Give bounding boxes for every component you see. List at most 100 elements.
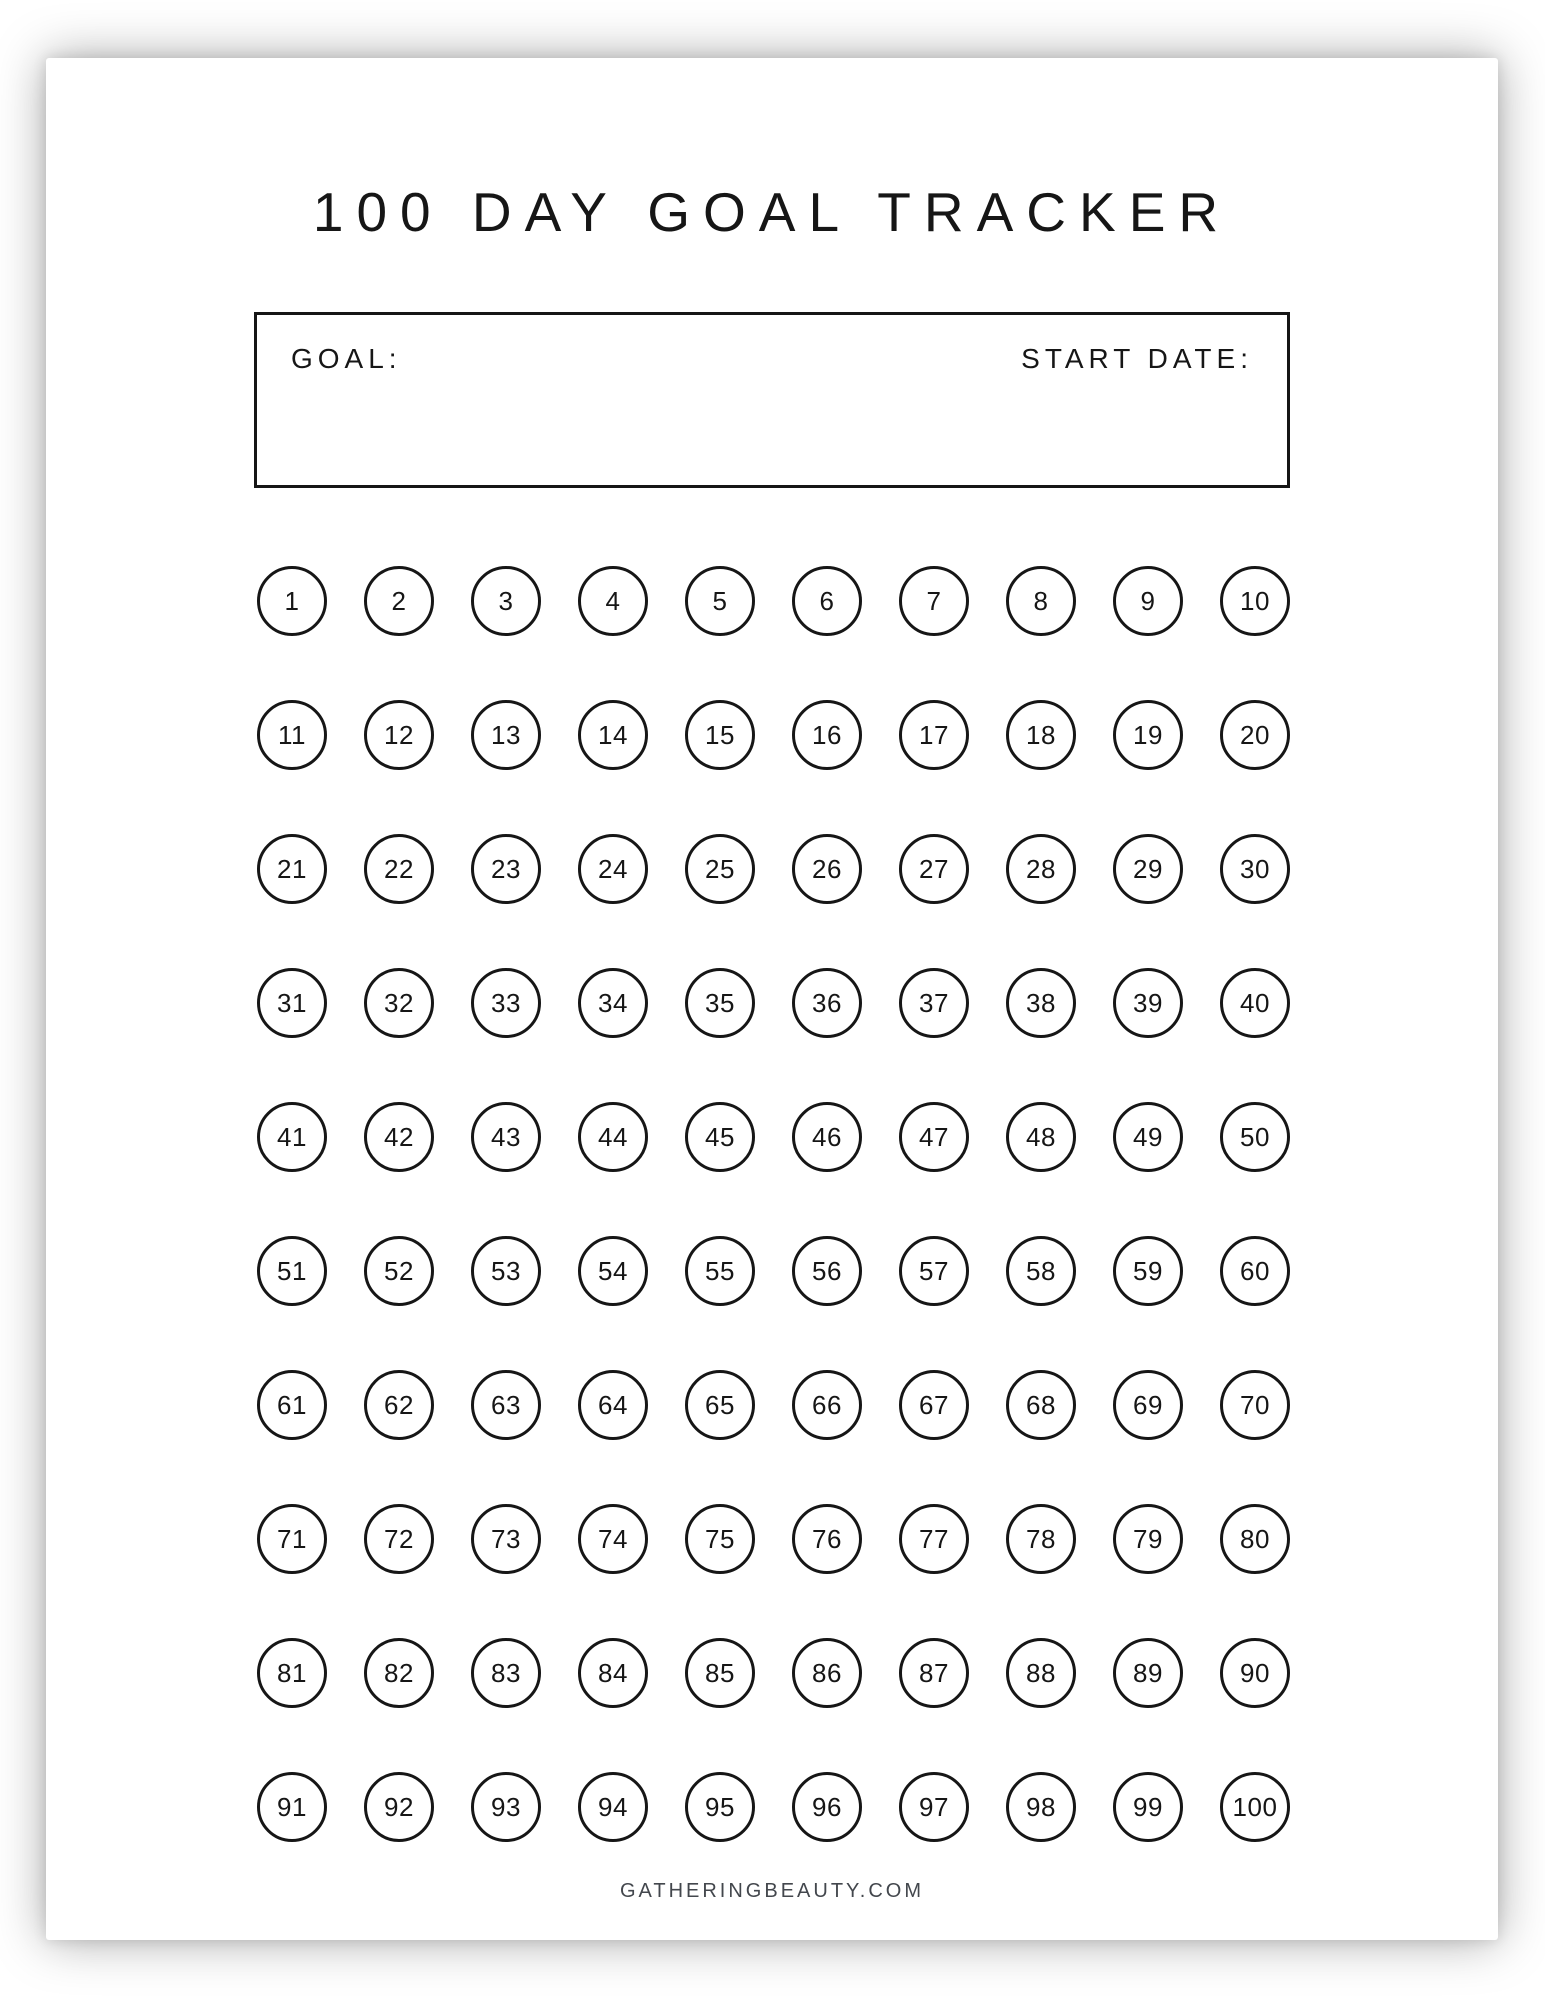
day-circle: 54 (578, 1236, 648, 1306)
day-number: 16 (812, 719, 842, 750)
day-number: 88 (1026, 1657, 1056, 1688)
day-circle: 18 (1006, 700, 1076, 770)
day-circle: 27 (899, 834, 969, 904)
day-circle: 33 (471, 968, 541, 1038)
day-number: 1 (284, 585, 300, 616)
day-circle: 45 (685, 1102, 755, 1172)
day-number: 42 (384, 1121, 414, 1152)
day-number: 76 (812, 1523, 842, 1554)
day-number: 34 (598, 987, 628, 1018)
day-circle: 79 (1113, 1504, 1183, 1574)
page-title: 100 DAY GOAL TRACKER (312, 181, 1232, 243)
day-number: 82 (384, 1657, 414, 1688)
day-circle: 82 (364, 1638, 434, 1708)
printable-page: 100 DAY GOAL TRACKER GOAL: START DATE: 1… (46, 58, 1498, 1940)
day-circle: 1 (257, 566, 327, 636)
day-number: 80 (1240, 1523, 1270, 1554)
day-number: 69 (1133, 1389, 1163, 1420)
day-circle: 77 (899, 1504, 969, 1574)
day-circle: 4 (578, 566, 648, 636)
day-number: 8 (1033, 585, 1049, 616)
day-circle: 91 (257, 1772, 327, 1842)
day-circle: 70 (1220, 1370, 1290, 1440)
day-circle: 80 (1220, 1504, 1290, 1574)
day-circle: 60 (1220, 1236, 1290, 1306)
day-number: 40 (1240, 987, 1270, 1018)
day-number: 22 (384, 853, 414, 884)
day-number: 12 (384, 719, 414, 750)
day-number: 79 (1133, 1523, 1163, 1554)
goal-write-in-area (414, 343, 1010, 387)
day-circle: 8 (1006, 566, 1076, 636)
day-number: 93 (491, 1791, 521, 1822)
day-circle: 95 (685, 1772, 755, 1842)
day-number: 63 (491, 1389, 521, 1420)
day-number: 86 (812, 1657, 842, 1688)
day-number: 51 (277, 1255, 307, 1286)
day-circle: 57 (899, 1236, 969, 1306)
day-circle: 78 (1006, 1504, 1076, 1574)
day-circle: 26 (792, 834, 862, 904)
day-number: 85 (705, 1657, 735, 1688)
day-circle: 34 (578, 968, 648, 1038)
day-number: 83 (491, 1657, 521, 1688)
day-circle: 89 (1113, 1638, 1183, 1708)
day-number: 84 (598, 1657, 628, 1688)
day-circle: 37 (899, 968, 969, 1038)
day-circle: 25 (685, 834, 755, 904)
day-number: 73 (491, 1523, 521, 1554)
day-circle: 7 (899, 566, 969, 636)
day-number: 100 (1232, 1791, 1278, 1822)
day-circle: 15 (685, 700, 755, 770)
day-circle: 83 (471, 1638, 541, 1708)
day-circle: 59 (1113, 1236, 1183, 1306)
day-number: 48 (1026, 1121, 1056, 1152)
day-number: 55 (705, 1255, 735, 1286)
day-circle: 12 (364, 700, 434, 770)
day-circle: 93 (471, 1772, 541, 1842)
day-circle: 13 (471, 700, 541, 770)
day-number: 70 (1240, 1389, 1270, 1420)
day-number: 97 (919, 1791, 949, 1822)
day-circle: 29 (1113, 834, 1183, 904)
day-circle: 3 (471, 566, 541, 636)
day-circle: 5 (685, 566, 755, 636)
day-number: 36 (812, 987, 842, 1018)
day-number: 81 (277, 1657, 307, 1688)
day-number: 26 (812, 853, 842, 884)
day-circle: 66 (792, 1370, 862, 1440)
day-circle: 51 (257, 1236, 327, 1306)
day-number: 32 (384, 987, 414, 1018)
day-number: 52 (384, 1255, 414, 1286)
day-circle: 75 (685, 1504, 755, 1574)
day-circle: 100 (1220, 1772, 1290, 1842)
day-circle: 44 (578, 1102, 648, 1172)
day-number: 65 (705, 1389, 735, 1420)
day-number: 33 (491, 987, 521, 1018)
day-number: 17 (919, 719, 949, 750)
day-number: 49 (1133, 1121, 1163, 1152)
day-circle: 64 (578, 1370, 648, 1440)
day-circle: 39 (1113, 968, 1183, 1038)
day-circle: 46 (792, 1102, 862, 1172)
day-circle: 30 (1220, 834, 1290, 904)
day-circle: 21 (257, 834, 327, 904)
day-circle: 10 (1220, 566, 1290, 636)
day-number: 90 (1240, 1657, 1270, 1688)
day-number: 60 (1240, 1255, 1270, 1286)
day-number: 99 (1133, 1791, 1163, 1822)
day-circle: 16 (792, 700, 862, 770)
day-number: 3 (498, 585, 514, 616)
day-number: 47 (919, 1121, 949, 1152)
day-circle: 20 (1220, 700, 1290, 770)
start-date-label: START DATE: (1021, 343, 1253, 374)
day-grid: 1 2 3 4 5 6 7 8 9 10 11 12 13 14 15 16 17 18 19 20 21 22 23 24 2… (257, 566, 1290, 1842)
day-number: 43 (491, 1121, 521, 1152)
day-circle: 87 (899, 1638, 969, 1708)
day-circle: 61 (257, 1370, 327, 1440)
day-number: 66 (812, 1389, 842, 1420)
day-number: 71 (277, 1523, 307, 1554)
day-circle: 69 (1113, 1370, 1183, 1440)
day-circle: 24 (578, 834, 648, 904)
day-number: 94 (598, 1791, 628, 1822)
